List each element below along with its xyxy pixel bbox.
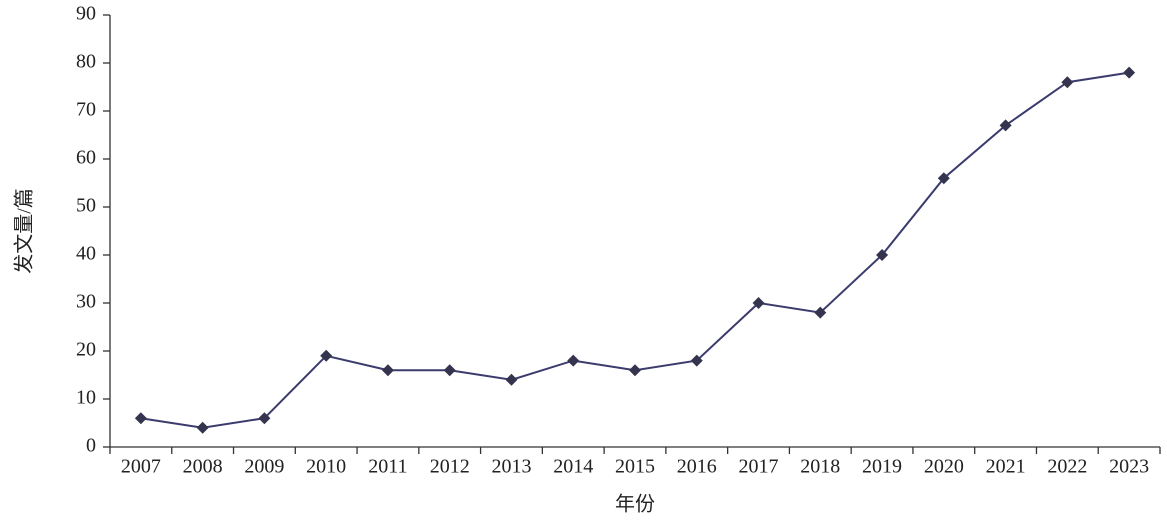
marker — [196, 421, 209, 434]
y-tick-label: 80 — [76, 51, 96, 73]
y-tick-label: 20 — [76, 339, 96, 361]
x-tick-label: 2013 — [491, 456, 531, 478]
y-tick-label: 60 — [76, 147, 96, 169]
y-tick-label: 30 — [76, 291, 96, 313]
marker — [752, 297, 765, 309]
marker — [690, 354, 703, 367]
x-tick-label: 2015 — [615, 456, 655, 478]
marker — [876, 249, 889, 261]
y-tick-label: 0 — [86, 435, 96, 457]
y-tick-label: 10 — [76, 387, 96, 409]
y-tick-label: 40 — [76, 243, 96, 265]
marker — [1061, 76, 1074, 89]
marker — [937, 172, 950, 185]
x-tick-label: 2012 — [430, 456, 470, 478]
marker — [258, 412, 271, 425]
y-tick-label: 90 — [76, 3, 96, 25]
x-tick-label: 2020 — [924, 456, 964, 478]
x-tick-label: 2007 — [121, 456, 161, 478]
marker — [629, 364, 641, 377]
y-axis-label: 发文量/篇 — [13, 188, 36, 274]
x-tick-label: 2009 — [244, 456, 284, 478]
marker — [814, 306, 827, 319]
x-tick-label: 2022 — [1047, 456, 1087, 478]
x-axis-label: 年份 — [615, 493, 655, 516]
x-tick-label: 2014 — [553, 456, 593, 478]
x-tick-label: 2008 — [183, 456, 223, 478]
marker — [505, 373, 518, 386]
marker — [134, 412, 147, 425]
x-tick-label: 2011 — [368, 456, 407, 478]
marker — [1123, 66, 1136, 79]
x-tick-label: 2017 — [739, 456, 779, 478]
x-tick-label: 2010 — [306, 456, 346, 478]
x-tick-label: 2019 — [862, 456, 902, 478]
marker — [381, 364, 394, 377]
y-tick-label: 70 — [76, 99, 96, 121]
marker — [320, 349, 333, 362]
x-tick-label: 2023 — [1109, 456, 1149, 478]
marker — [443, 364, 456, 377]
marker — [999, 119, 1012, 132]
marker — [567, 354, 580, 367]
y-tick-label: 50 — [76, 195, 96, 217]
x-tick-label: 2021 — [986, 456, 1026, 478]
x-tick-label: 2016 — [677, 456, 717, 478]
x-tick-label: 2018 — [800, 456, 840, 478]
